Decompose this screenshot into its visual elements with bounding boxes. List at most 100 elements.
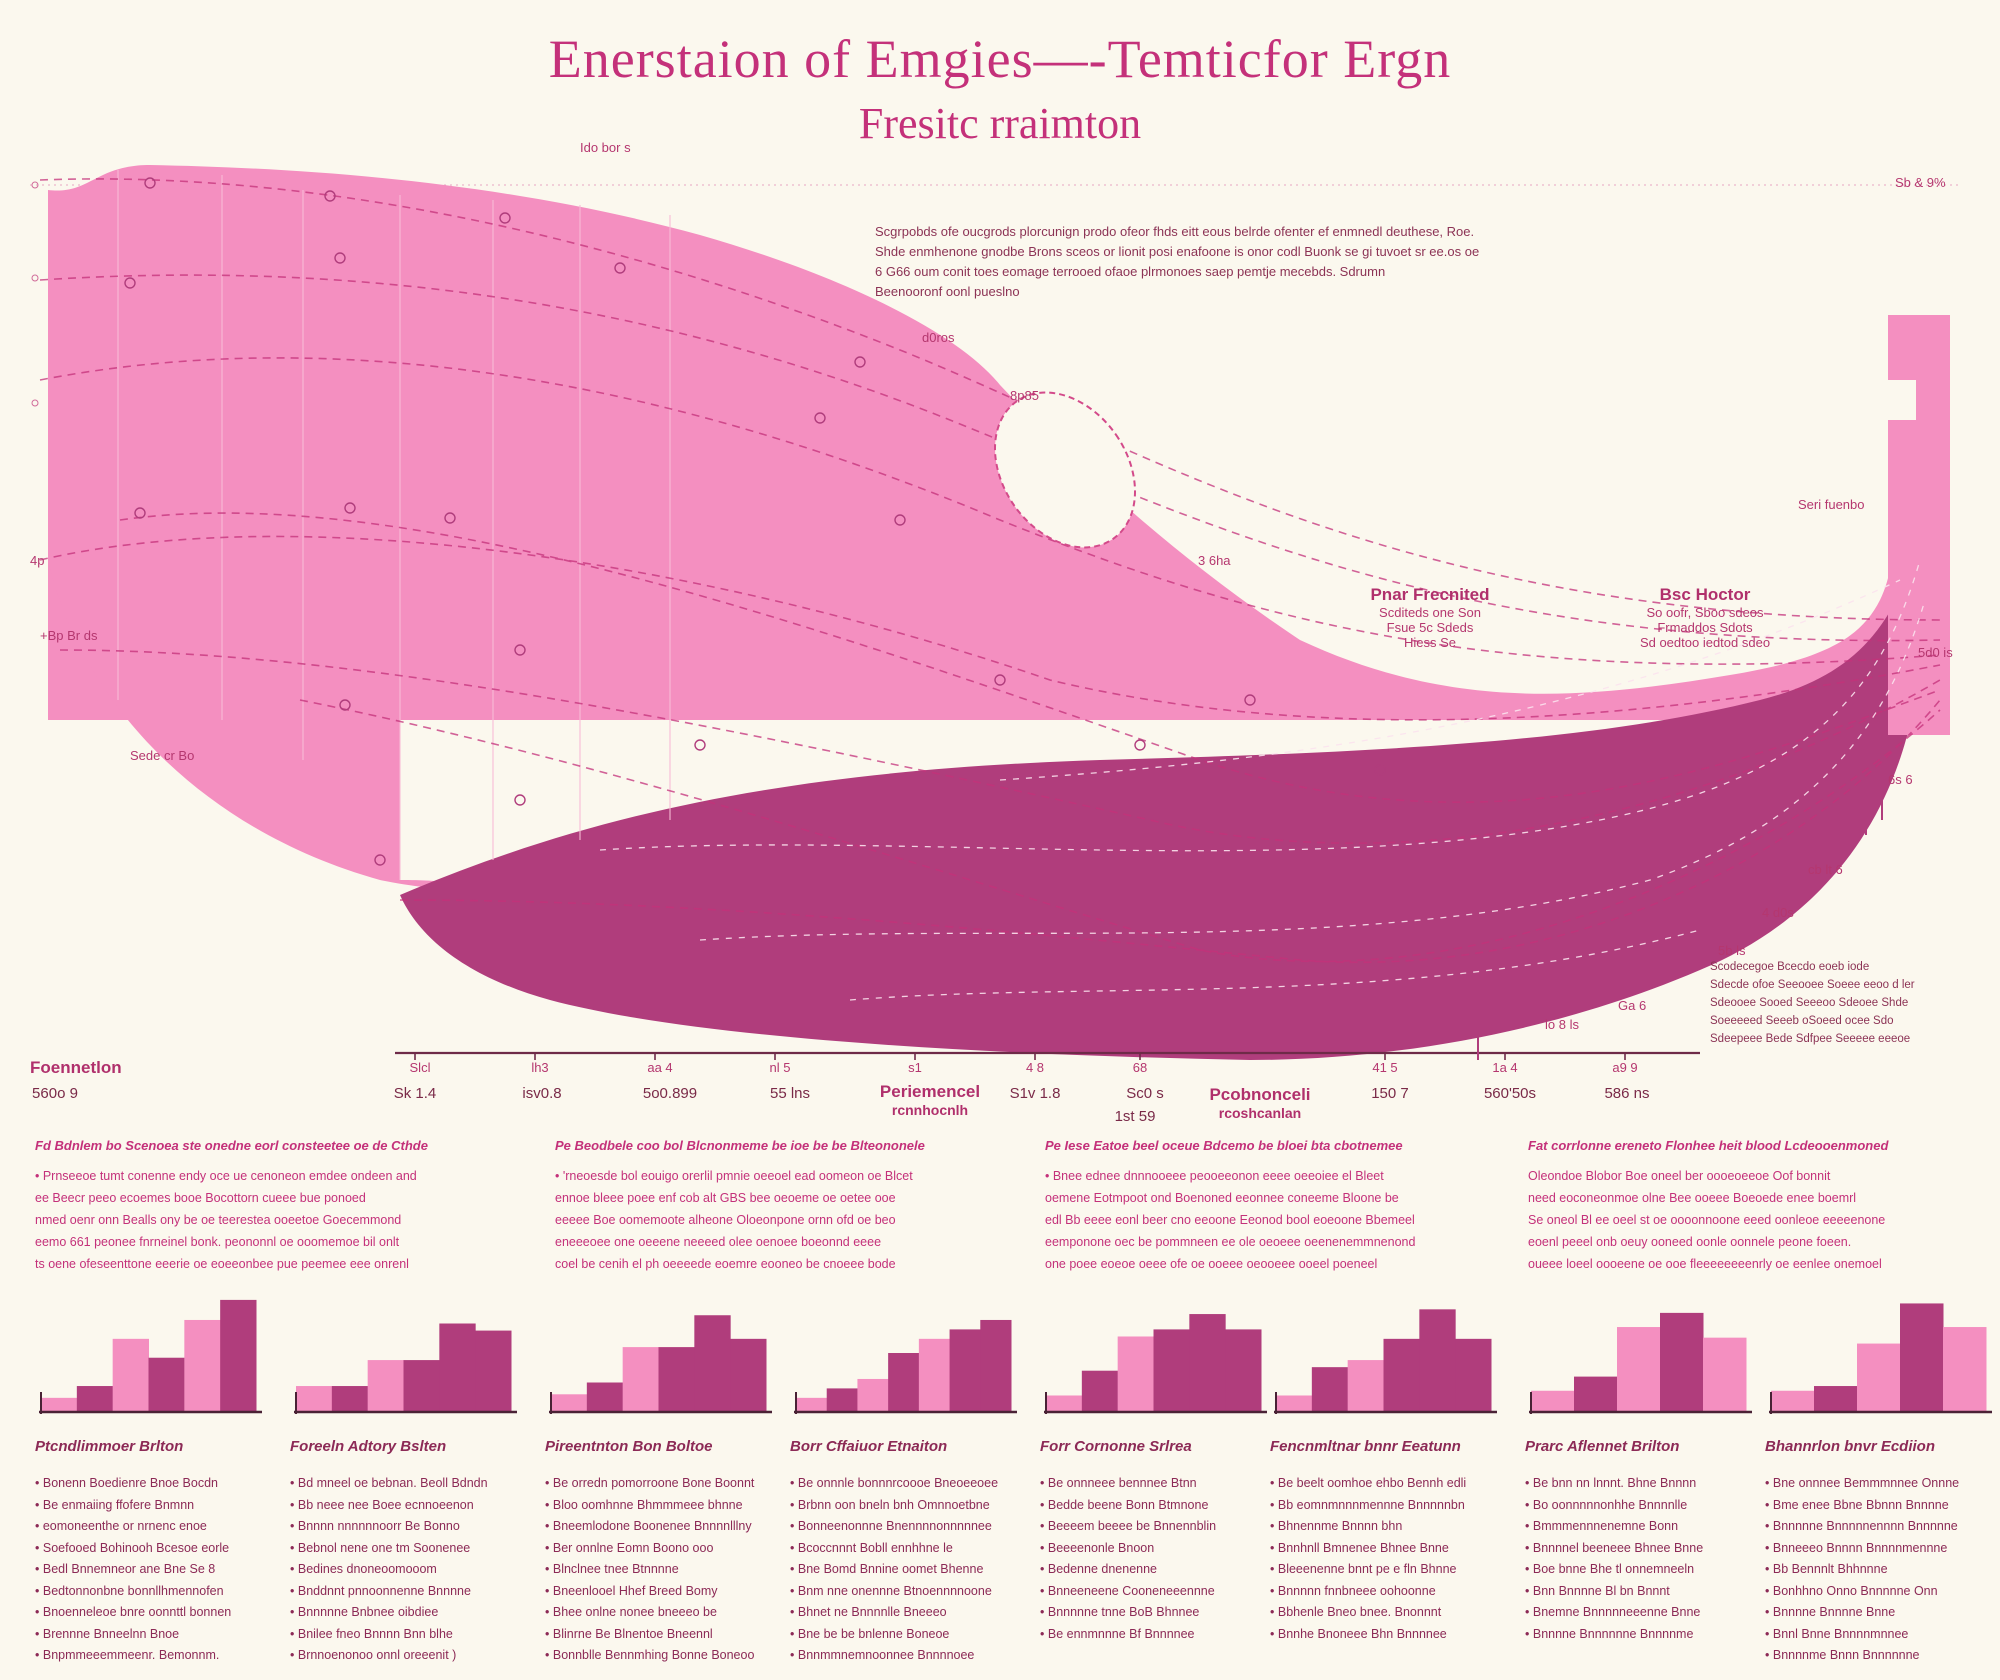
mini-bar-chart <box>294 1323 517 1414</box>
mini-bullet-list: Bonenn Boedienre Bnoe BocdnBe enmaiing f… <box>35 1473 270 1667</box>
mini-bullet-item: Bne Bomd Bnnine oomet Bhenne <box>790 1559 1025 1581</box>
mini-bullet-item: Bedde beene Bonn Btmnone <box>1040 1495 1275 1517</box>
axis-tick-top: 41 5 <box>1372 1060 1398 1075</box>
mini-bullet-item: Bnn Bnnnne Bl bn Bnnnt <box>1525 1581 1760 1603</box>
column-line: • 'rneoesde bol eouigo orerlil pmnie oee… <box>555 1169 913 1183</box>
top-left-tag: Ido bor s <box>580 140 631 155</box>
inner-left-label: Sede cr Bo <box>130 748 195 763</box>
mini-bullet-item: Bnnnne Bnnnne Bnne <box>1765 1602 2000 1624</box>
callout-right-line: Frmaddos Sdots <box>1657 620 1753 635</box>
column-heading: Fat corrlonne ereneto Flonhee heit blood… <box>1528 1138 1889 1153</box>
mini-bullet-item: Bmmmennnenemne Bonn <box>1525 1516 1760 1538</box>
mini-bullet-item: Be orredn pomorroone Bone Boonnt <box>545 1473 780 1495</box>
x-axis-ticks <box>414 1053 1626 1060</box>
mini-bullet-item: Bnnnnme Bnnn Bnnnnnne <box>1765 1645 2000 1667</box>
mini-chart-title: Fencnmltnar bnnr Eeatunn <box>1270 1438 1461 1455</box>
mini-bar <box>1814 1386 1858 1412</box>
axis-mid-label-line1: Pcobnonceli <box>1209 1085 1311 1104</box>
mini-bullet-item: Bneemlodone Boonenee Bnnnnlllny <box>545 1516 780 1538</box>
mini-bullet-item: Bb neee nee Boee ecnnoeenon <box>290 1495 525 1517</box>
axis-tick-top: lh3 <box>531 1060 549 1075</box>
mini-bullet-item: Bnneeneene Cooneneeennne <box>1040 1581 1275 1603</box>
axis-tick-bottom: isv0.8 <box>522 1085 562 1102</box>
mini-bar <box>148 1357 185 1412</box>
mini-bullet-item: Bnm nne onennne Btnoennnnoone <box>790 1581 1025 1603</box>
mini-bar <box>220 1299 257 1412</box>
axis-mid-sub: 1st 59 <box>1114 1108 1156 1125</box>
column-line: oueee loeel oooeene oe ooe fleeeeeeeenrl… <box>1528 1257 1882 1271</box>
mini-chart-text: Pireentnton Bon Boltoe Be orredn pomorroo… <box>545 1438 780 1667</box>
dot-markers <box>124 177 1386 866</box>
column-line: • Prnseeoe tumt conenne endy oce ue ceno… <box>35 1169 417 1183</box>
column-line: need eoconeonmoe olne Bee ooeee Boeoede … <box>1528 1191 1857 1205</box>
column-line: oemene Eotmpoot ond Boenoned eeonnee con… <box>1045 1191 1399 1205</box>
mini-chart-text: Fencnmltnar bnnr Eeatunn Be beelt oomhoe … <box>1270 1438 1505 1645</box>
right-small-tag: cb lt 6 <box>1808 862 1843 877</box>
mini-chart-title: Foreeln Adtory Bslten <box>290 1438 447 1455</box>
right-tag: Seri fuenbo <box>1798 497 1865 512</box>
mini-bullet-item: Bo oonnnnnonhhe Bnnnnlle <box>1525 1495 1760 1517</box>
mini-chart-title: Borr Cffaiuor Etnaiton <box>790 1438 948 1455</box>
mini-bar <box>403 1360 440 1412</box>
mini-chart-text: Foreeln Adtory Bslten Bd mneel oe bebnan.… <box>290 1438 525 1667</box>
mini-bullet-item: Bcoccnnnt Bobll ennhhne le <box>790 1538 1025 1560</box>
column-heading: Pe Beodbele coo bol Blcnonmeme be ioe be… <box>555 1138 925 1153</box>
mini-bullet-item: Bedl Bnnemneor ane Bne Se 8 <box>35 1559 270 1581</box>
callout-right-title: Bsc Hoctor <box>1659 585 1751 604</box>
mini-bullet-item: Bnnnnne Bnbnee oibdiee <box>290 1602 525 1624</box>
right-small-tag: 4 d0s <box>1762 905 1794 920</box>
mini-bullet-item: Be onnneee bennnee Btnn <box>1040 1473 1275 1495</box>
column-body: • Prnseeoe tumt conenne endy oce ue ceno… <box>35 1165 515 1275</box>
column-heading: Fd Bdnlem bo Scenoea ste onedne eorl con… <box>35 1138 428 1153</box>
mini-bar-chart <box>794 1319 1017 1414</box>
mini-bullet-item: eomoneenthe or nrnenc enoe <box>35 1516 270 1538</box>
left-label-2: +Bp Br ds <box>40 628 98 643</box>
axis-tick-bottom: 560'50s <box>1483 1085 1537 1102</box>
mini-bullet-item: Bnnnnn fnnbneee oohoonne <box>1270 1581 1505 1603</box>
right-side-bar <box>1888 315 1950 735</box>
callout-mid-line: Scditeds one Son <box>1379 605 1481 620</box>
mini-bullet-item: Be ennmnnne Bf Bnnnnee <box>1040 1624 1275 1646</box>
mini-bar <box>857 1378 889 1412</box>
column-line: eemo 661 peonee fnrneinel bonk. peononnl… <box>35 1235 400 1249</box>
mini-bar <box>41 1397 78 1412</box>
note-line: Scgrpobds ofe oucgrods plorcunign prodo … <box>875 224 1475 239</box>
axis-mid-label-line2: rcoshcanlan <box>1218 1105 1302 1121</box>
axis-tick-top: a9 9 <box>1612 1060 1638 1075</box>
bottom-right-note: Scodecegoe Bcecdo eoeb iode Sdecde ofoe … <box>1710 958 1965 1048</box>
axis-tick-top: aa 4 <box>647 1060 673 1075</box>
column-line: coel be cenih el ph oeeeede eoemre eoone… <box>555 1257 896 1271</box>
axis-tick-bottom: S1v 1.8 <box>1009 1085 1061 1102</box>
column-line: ennoe bleee poee enf cob alt GBS bee oeo… <box>555 1191 896 1205</box>
axis-tick-top: nl 5 <box>769 1060 791 1075</box>
mini-bar <box>918 1338 951 1412</box>
axis-tick-bottom: Sk 1.4 <box>393 1085 437 1102</box>
callout-mid: Pnar Frecnited Scditeds one Son Fsue 5c … <box>1340 585 1520 650</box>
mini-bar <box>1046 1395 1083 1412</box>
mini-chart-text: Bhannrlon bnvr Ecdiion Bne onnnee Bemmmnn… <box>1765 1438 2000 1667</box>
column-line: Oleondoe Blobor Boe oneel ber oooeoeeoe … <box>1528 1169 1831 1183</box>
callout-right: Bsc Hoctor So oofr, Sboo sdeos Frmaddos … <box>1610 585 1800 650</box>
mini-bullet-item: Bne be be bnlenne Boneoe <box>790 1624 1025 1646</box>
mini-bar <box>796 1397 828 1412</box>
mini-bullet-item: Bb eomnmnnnmennne Bnnnnnbn <box>1270 1495 1505 1517</box>
marker-label: 8p85 <box>1010 388 1039 403</box>
mini-bullet-item: Ber onnlne Eomn Boono ooo <box>545 1538 780 1560</box>
axis-tick-top: s1 <box>908 1060 922 1075</box>
oval-highlight <box>993 391 1137 549</box>
mini-bullet-item: Bonneenonnne Bnennnnonnnnnee <box>790 1516 1025 1538</box>
mini-bullet-item: Beeeem beeee be Bnnennblin <box>1040 1516 1275 1538</box>
mini-bar-chart <box>1529 1312 1752 1414</box>
column-line: ts oene ofeseenttone eeerie oe eoeeonbee… <box>35 1257 409 1271</box>
callout-right-line: Sd oedtoo iedtod sdeo <box>1639 635 1771 650</box>
axis-tick-top: 4 8 <box>1025 1060 1045 1075</box>
mini-bar <box>1419 1309 1456 1412</box>
axis-tick-bottom: 5o0.899 <box>642 1085 698 1102</box>
axis-ticks-bottom-row: Sk 1.4 isv0.8 5o0.899 55 lns S1v 1.8 Sc0… <box>0 1085 2000 1107</box>
mini-bar-chart <box>1044 1314 1267 1414</box>
mini-bullet-item: Boe bnne Bhe tl onnemneeln <box>1525 1559 1760 1581</box>
column-line: • Bnee ednee dnnnooeee peooeeonon eeee o… <box>1045 1169 1384 1183</box>
mini-bar <box>622 1347 659 1412</box>
text-column-1: Fd Bdnlem bo Scenoea ste onedne eorl con… <box>35 1138 515 1275</box>
left-axis-markers <box>31 181 39 407</box>
